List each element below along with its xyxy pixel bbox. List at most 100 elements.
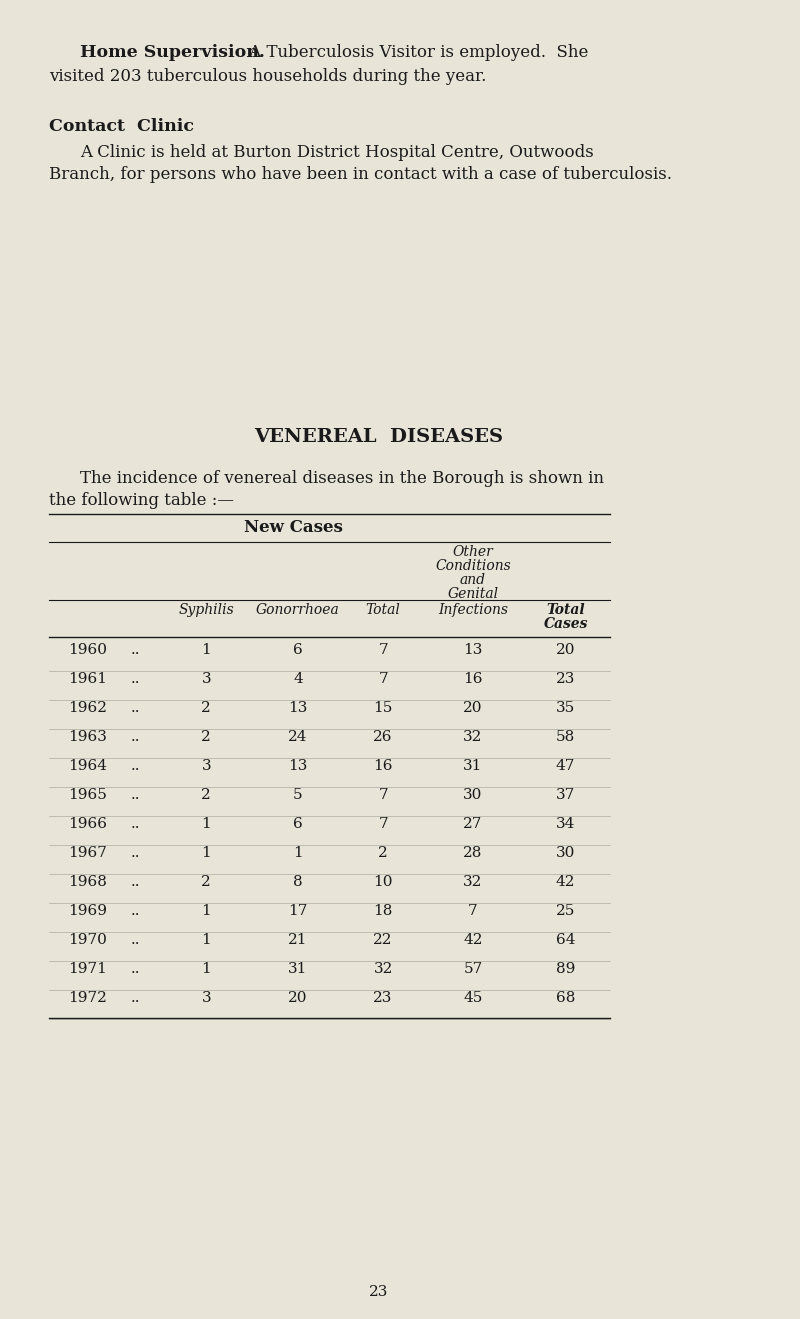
Text: New Cases: New Cases xyxy=(244,518,342,536)
Text: 42: 42 xyxy=(463,933,482,947)
Text: 6: 6 xyxy=(293,642,303,657)
Text: Conditions: Conditions xyxy=(435,559,511,572)
Text: 35: 35 xyxy=(556,700,575,715)
Text: 16: 16 xyxy=(463,671,482,686)
Text: ..: .. xyxy=(130,874,140,889)
Text: ..: .. xyxy=(130,787,140,802)
Text: the following table :—: the following table :— xyxy=(49,492,234,509)
Text: Total: Total xyxy=(366,603,401,617)
Text: 24: 24 xyxy=(288,729,308,744)
Text: ..: .. xyxy=(130,729,140,744)
Text: Other: Other xyxy=(453,545,494,559)
Text: 16: 16 xyxy=(374,758,393,773)
Text: 26: 26 xyxy=(374,729,393,744)
Text: 1963: 1963 xyxy=(68,729,107,744)
Text: 32: 32 xyxy=(374,962,393,976)
Text: Cases: Cases xyxy=(543,617,588,630)
Text: 23: 23 xyxy=(369,1285,388,1299)
Text: 4: 4 xyxy=(293,671,303,686)
Text: 13: 13 xyxy=(288,700,308,715)
Text: 7: 7 xyxy=(468,904,478,918)
Text: Home Supervision.: Home Supervision. xyxy=(80,44,266,61)
Text: 1: 1 xyxy=(202,933,211,947)
Text: 2: 2 xyxy=(378,845,388,860)
Text: 23: 23 xyxy=(374,991,393,1005)
Text: The incidence of venereal diseases in the Borough is shown in: The incidence of venereal diseases in th… xyxy=(80,470,604,487)
Text: 27: 27 xyxy=(463,816,482,831)
Text: A Clinic is held at Burton District Hospital Centre, Outwoods: A Clinic is held at Burton District Hosp… xyxy=(80,144,594,161)
Text: Contact  Clinic: Contact Clinic xyxy=(49,117,194,135)
Text: 57: 57 xyxy=(463,962,482,976)
Text: ..: .. xyxy=(130,933,140,947)
Text: visited 203 tuberculous households during the year.: visited 203 tuberculous households durin… xyxy=(49,69,486,84)
Text: Syphilis: Syphilis xyxy=(178,603,234,617)
Text: 3: 3 xyxy=(202,671,211,686)
Text: 15: 15 xyxy=(374,700,393,715)
Text: A Tuberculosis Visitor is employed.  She: A Tuberculosis Visitor is employed. She xyxy=(244,44,589,61)
Text: ..: .. xyxy=(130,758,140,773)
Text: VENEREAL  DISEASES: VENEREAL DISEASES xyxy=(254,427,503,446)
Text: 1: 1 xyxy=(293,845,303,860)
Text: 21: 21 xyxy=(288,933,308,947)
Text: 8: 8 xyxy=(293,874,302,889)
Text: 20: 20 xyxy=(556,642,575,657)
Text: 1961: 1961 xyxy=(68,671,107,686)
Text: 1968: 1968 xyxy=(68,874,107,889)
Text: 1971: 1971 xyxy=(68,962,107,976)
Text: 30: 30 xyxy=(463,787,482,802)
Text: ..: .. xyxy=(130,816,140,831)
Text: Infections: Infections xyxy=(438,603,508,617)
Text: 42: 42 xyxy=(556,874,575,889)
Text: 34: 34 xyxy=(556,816,575,831)
Text: ..: .. xyxy=(130,845,140,860)
Text: ..: .. xyxy=(130,700,140,715)
Text: Total: Total xyxy=(546,603,585,617)
Text: Branch, for persons who have been in contact with a case of tuberculosis.: Branch, for persons who have been in con… xyxy=(49,166,672,183)
Text: 89: 89 xyxy=(556,962,575,976)
Text: 1: 1 xyxy=(202,904,211,918)
Text: 31: 31 xyxy=(463,758,482,773)
Text: 20: 20 xyxy=(288,991,308,1005)
Text: 1962: 1962 xyxy=(68,700,107,715)
Text: 2: 2 xyxy=(202,729,211,744)
Text: 13: 13 xyxy=(288,758,308,773)
Text: 2: 2 xyxy=(202,700,211,715)
Text: 1: 1 xyxy=(202,816,211,831)
Text: 25: 25 xyxy=(556,904,575,918)
Text: ..: .. xyxy=(130,962,140,976)
Text: 10: 10 xyxy=(374,874,393,889)
Text: 58: 58 xyxy=(556,729,575,744)
Text: 1: 1 xyxy=(202,642,211,657)
Text: 13: 13 xyxy=(463,642,482,657)
Text: 32: 32 xyxy=(463,874,482,889)
Text: 1972: 1972 xyxy=(68,991,107,1005)
Text: 17: 17 xyxy=(288,904,308,918)
Text: 1965: 1965 xyxy=(68,787,107,802)
Text: ..: .. xyxy=(130,904,140,918)
Text: 3: 3 xyxy=(202,991,211,1005)
Text: 2: 2 xyxy=(202,874,211,889)
Text: 64: 64 xyxy=(556,933,575,947)
Text: 7: 7 xyxy=(378,787,388,802)
Text: 1966: 1966 xyxy=(68,816,107,831)
Text: 1969: 1969 xyxy=(68,904,107,918)
Text: 6: 6 xyxy=(293,816,303,831)
Text: 2: 2 xyxy=(202,787,211,802)
Text: and: and xyxy=(460,572,486,587)
Text: ..: .. xyxy=(130,642,140,657)
Text: 68: 68 xyxy=(556,991,575,1005)
Text: 32: 32 xyxy=(463,729,482,744)
Text: 23: 23 xyxy=(556,671,575,686)
Text: 22: 22 xyxy=(374,933,393,947)
Text: 1: 1 xyxy=(202,845,211,860)
Text: 45: 45 xyxy=(463,991,482,1005)
Text: 47: 47 xyxy=(556,758,575,773)
Text: 1964: 1964 xyxy=(68,758,107,773)
Text: 37: 37 xyxy=(556,787,575,802)
Text: 28: 28 xyxy=(463,845,482,860)
Text: 7: 7 xyxy=(378,816,388,831)
Text: ..: .. xyxy=(130,671,140,686)
Text: 1: 1 xyxy=(202,962,211,976)
Text: 3: 3 xyxy=(202,758,211,773)
Text: 31: 31 xyxy=(288,962,308,976)
